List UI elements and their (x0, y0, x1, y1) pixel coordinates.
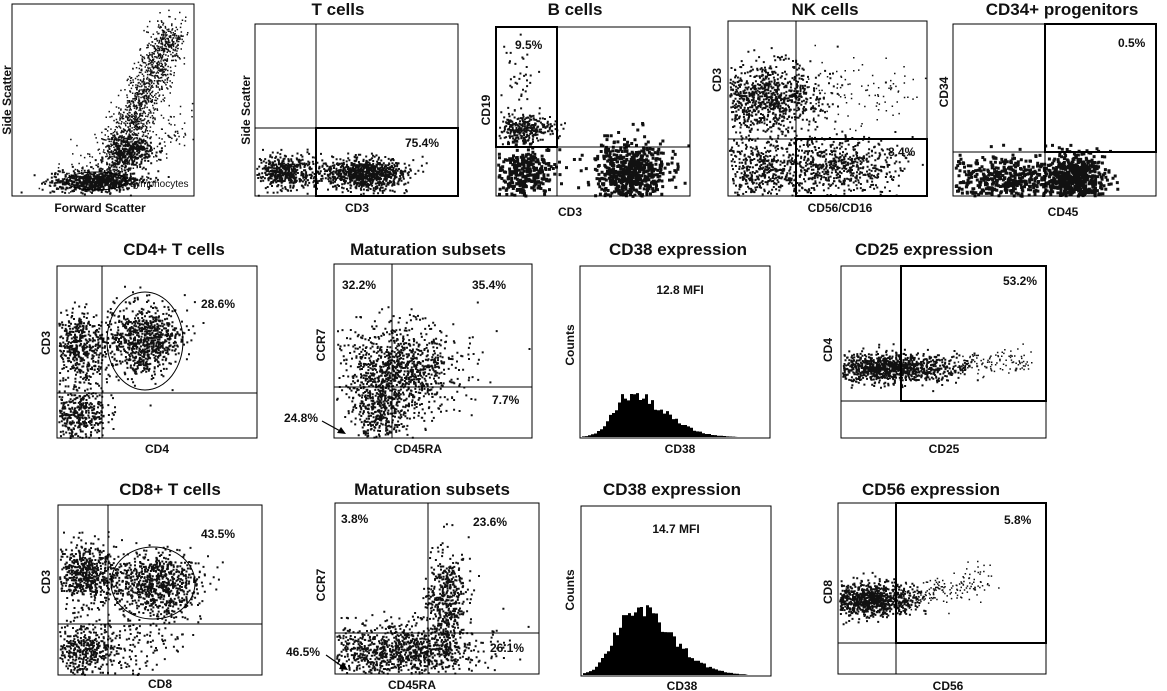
y-axis-label-cd8: CD8 (821, 580, 835, 604)
x-axis-label-cd8: CD8 (148, 677, 172, 691)
y-axis-label-ssc: Side Scatter (239, 75, 253, 145)
gate-value-nk-cells: 8.4% (888, 145, 916, 159)
x-axis-label-cd3: CD3 (345, 201, 369, 215)
y-axis-label-ssc: Side Scatter (0, 65, 14, 135)
panel-title-cd4-t-cells: CD4+ T cells (123, 240, 225, 259)
x-axis-label-cd38: CD38 (667, 679, 698, 691)
panel-frame-cd38-cd4 (579, 265, 771, 439)
y-axis-label-counts: Counts (563, 324, 577, 366)
y-axis-label-ccr7: CCR7 (314, 328, 328, 361)
histogram-bars (582, 393, 738, 437)
x-axis-label-fsc: Forward Scatter (54, 201, 146, 215)
y-axis-label-counts: Counts (563, 569, 577, 611)
gate-value-cd34: 0.5% (1118, 36, 1146, 50)
panel-title-cd38-expression: CD38 expression (603, 480, 741, 499)
panel-title-cd38-expression: CD38 expression (609, 240, 747, 259)
gate-value-t-cells: 75.4% (405, 136, 439, 150)
gate-value-upper-left: 32.2% (342, 278, 376, 292)
panel-frame-fsc-ssc (11, 3, 195, 197)
x-axis-label-cd38: CD38 (665, 442, 696, 456)
lymphocytes-label: Lymphocytes (130, 179, 189, 190)
gate-box-b-cells (495, 26, 558, 148)
x-axis-label-cd45ra: CD45RA (388, 678, 436, 691)
gate-value-b-cells: 9.5% (515, 38, 543, 52)
panel-title-cd34-progenitors: CD34+ progenitors (986, 0, 1139, 19)
panel-frame-cd56 (837, 502, 1047, 675)
gate-value-lower-right: 7.7% (492, 393, 520, 407)
gate-value-upper-right: 23.6% (473, 515, 507, 529)
gate-value-cd4: 28.6% (201, 297, 235, 311)
histogram-bars (583, 605, 748, 675)
gate-box-cd25 (900, 265, 1047, 402)
panel-frame-cd25 (840, 265, 1047, 439)
arrow-pointer (321, 420, 343, 433)
gate-value-cd56: 5.8% (1004, 513, 1032, 527)
y-axis-label-ccr7: CCR7 (314, 568, 328, 601)
y-axis-label-cd4: CD4 (821, 338, 835, 362)
x-axis-label-cd56-cd16: CD56/CD16 (808, 201, 873, 215)
mfi-label: 14.7 MFI (652, 522, 699, 536)
gate-value-lower-left: 24.8% (284, 411, 318, 425)
x-axis-label-cd4: CD4 (145, 442, 169, 456)
x-axis-label-cd56: CD56 (933, 679, 964, 691)
x-axis-label-cd3: CD3 (558, 205, 582, 219)
panel-title-nk-cells: NK cells (791, 0, 858, 19)
panel-title-cd8-t-cells: CD8+ T cells (119, 480, 221, 499)
arrow-head (339, 662, 348, 670)
gate-value-lower-left: 46.5% (286, 645, 320, 659)
mfi-label: 12.8 MFI (656, 283, 703, 297)
lymphocyte-gate (65, 171, 127, 191)
panel-title-maturation-subsets: Maturation subsets (350, 240, 506, 259)
cd4-gate (106, 291, 184, 391)
y-axis-label-cd34: CD34 (937, 76, 951, 107)
y-axis-label-cd3: CD3 (710, 68, 724, 92)
gate-box-cd56 (895, 502, 1047, 644)
panel-frame-maturation-cd4 (333, 263, 533, 439)
panel-frame-cd8-t-cells (57, 504, 263, 676)
gate-value-cd8: 43.5% (201, 527, 235, 541)
histogram-layer (582, 393, 748, 675)
x-axis-label-cd45ra: CD45RA (394, 442, 442, 456)
y-axis-label-cd19: CD19 (479, 94, 493, 125)
panel-title-maturation-subsets: Maturation subsets (354, 480, 510, 499)
y-axis-label-cd3: CD3 (39, 570, 53, 594)
x-axis-label-cd45: CD45 (1048, 205, 1079, 219)
gate-value-upper-left: 3.8% (341, 512, 369, 526)
panel-title-b-cells: B cells (548, 0, 603, 19)
cd8-gate (110, 546, 196, 620)
gate-value-upper-right: 35.4% (472, 278, 506, 292)
panel-title-t-cells: T cells (312, 0, 365, 19)
panel-frame-maturation-cd8 (334, 502, 540, 675)
gate-box-cd34 (1044, 23, 1157, 153)
panel-frame-cd38-cd8 (580, 505, 772, 677)
panel-title-cd56-expression: CD56 expression (862, 480, 1000, 499)
arrow-head (337, 427, 346, 434)
x-axis-label-cd25: CD25 (929, 442, 960, 456)
gate-box-t-cells (315, 127, 459, 197)
gate-value-lower-right: 26.1% (490, 641, 524, 655)
arrow-pointer (325, 654, 344, 668)
panel-title-cd25-expression: CD25 expression (855, 240, 993, 259)
gate-box-nk-cells (795, 138, 928, 197)
gate-value-cd25: 53.2% (1003, 274, 1037, 288)
y-axis-label-cd3: CD3 (39, 331, 53, 355)
panel-frame-cd4-t-cells (56, 265, 258, 439)
